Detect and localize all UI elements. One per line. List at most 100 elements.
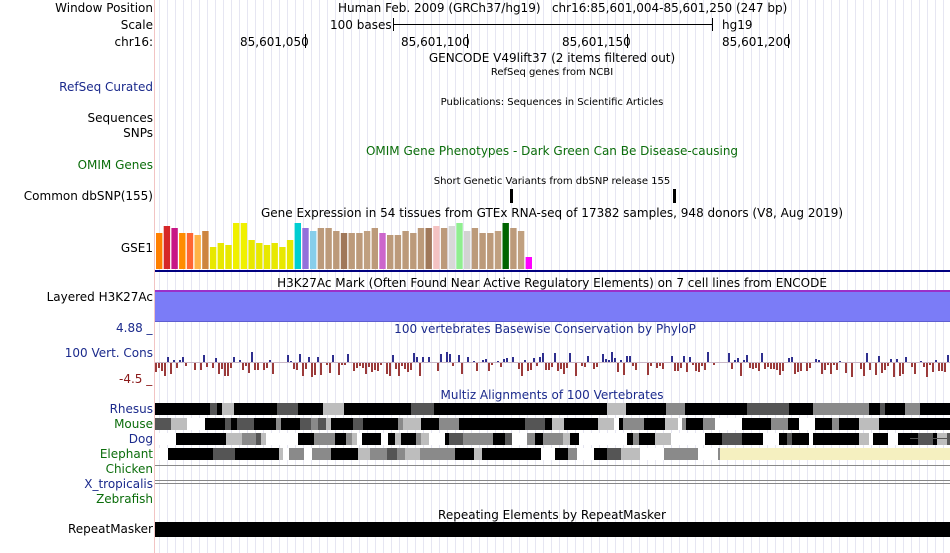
refseq-track-title[interactable]: RefSeq genes from NCBI	[490, 67, 614, 78]
refseq-track-label[interactable]: RefSeq Curated	[59, 80, 153, 94]
multiz-alignment-block	[171, 418, 187, 430]
omim-track-label[interactable]: OMIM Genes	[77, 158, 153, 172]
phylop-positive-score	[761, 353, 763, 362]
snps-track-label[interactable]: SNPs	[123, 126, 153, 140]
gridline	[463, 0, 464, 553]
phylop-positive-score	[182, 357, 184, 362]
phylop-negative-score	[659, 363, 661, 366]
multiz-alignment-block	[176, 433, 183, 445]
gridline	[927, 0, 928, 553]
phylop-track-label[interactable]: 100 Vert. Cons	[64, 346, 153, 360]
multiz-species-dog[interactable]: Dog	[128, 432, 153, 446]
phylop-negative-score	[902, 363, 904, 374]
phylop-negative-score	[884, 363, 886, 370]
h3k27ac-track-label[interactable]: Layered H3K27Ac	[46, 290, 153, 304]
phylop-negative-score	[362, 363, 364, 368]
gencode-track-title[interactable]: GENCODE V49lift37 (2 items filtered out)	[428, 51, 676, 65]
phylop-negative-score	[755, 363, 757, 368]
sequences-track-label[interactable]: Sequences	[87, 111, 153, 125]
h3k27ac-signal[interactable]	[155, 290, 950, 322]
phylop-negative-score	[563, 363, 565, 374]
gtex-tissue-bar	[194, 235, 201, 269]
multiz-alignment-block	[784, 418, 788, 430]
phylop-positive-score	[269, 360, 271, 362]
gtex-track-label[interactable]: GSE1	[120, 241, 153, 255]
phylop-ymax: 4.88 _	[116, 321, 153, 335]
multiz-alignment-block	[155, 403, 180, 415]
phylop-zero-line	[155, 362, 950, 363]
gridline	[911, 0, 912, 553]
phylop-positive-score	[815, 359, 817, 362]
dbsnp-track-label[interactable]: Common dbSNP(155)	[23, 189, 153, 203]
snp-mark[interactable]	[673, 189, 676, 203]
gtex-tissue-bar	[179, 233, 186, 269]
multiz-alignment-block	[314, 433, 335, 445]
multiz-alignment-block	[357, 433, 362, 445]
gridline	[831, 0, 832, 553]
gridline	[191, 0, 192, 553]
gtex-bar-chart[interactable]	[155, 221, 535, 271]
multiz-alignment-block	[682, 418, 686, 430]
scale-bar-right-tick	[712, 18, 713, 31]
phylop-positive-score	[689, 357, 691, 362]
gridline	[879, 0, 880, 553]
multiz-species-rhesus[interactable]: Rhesus	[109, 402, 153, 416]
multiz-alignment-block	[678, 418, 682, 430]
phylop-negative-score	[770, 363, 772, 369]
phylop-positive-score	[947, 355, 949, 362]
gridline	[823, 0, 824, 553]
multiz-alignment-block	[429, 433, 445, 445]
multiz-alignment-block	[331, 418, 345, 430]
gridline	[239, 0, 240, 553]
gridline	[471, 0, 472, 553]
multiz-species-mouse[interactable]: Mouse	[114, 417, 153, 431]
gtex-tissue-bar	[464, 231, 471, 269]
gtex-tissue-bar	[348, 233, 355, 269]
gtex-track-title[interactable]: Gene Expression in 54 tissues from GTEx …	[260, 206, 844, 220]
phylop-negative-score	[548, 363, 550, 370]
phylop-positive-score	[626, 356, 628, 362]
phylop-negative-score	[899, 363, 901, 376]
phylop-negative-score	[698, 363, 700, 372]
repeatmasker-track-label[interactable]: RepeatMasker	[67, 522, 153, 536]
phylop-negative-score	[938, 363, 940, 371]
snp-mark[interactable]	[510, 189, 513, 203]
multiz-track-title[interactable]: Multiz Alignments of 100 Vertebrates	[440, 388, 664, 402]
gridline	[647, 0, 648, 553]
phylop-negative-score	[398, 363, 400, 376]
multiz-species-zebrafish[interactable]: Zebrafish	[96, 492, 153, 506]
gridline	[759, 0, 760, 553]
multiz-alignment-block	[335, 433, 346, 445]
repeatmasker-track-title[interactable]: Repeating Elements by RepeatMasker	[438, 508, 666, 522]
multiz-species-xtropicalis[interactable]: X_tropicalis	[84, 477, 153, 491]
left-margin-line	[154, 0, 155, 553]
multiz-species-elephant[interactable]: Elephant	[99, 447, 153, 461]
gridline	[327, 0, 328, 553]
omim-track-title[interactable]: OMIM Gene Phenotypes - Dark Green Can Be…	[365, 144, 739, 158]
multiz-alignment-block	[771, 418, 784, 430]
phylop-negative-score	[893, 363, 895, 377]
phylop-positive-score	[611, 352, 613, 362]
multiz-alignment-block	[649, 448, 660, 460]
multiz-alignment-block	[201, 448, 213, 460]
multiz-alignment-blocks[interactable]	[155, 402, 950, 492]
phylop-signal[interactable]	[155, 340, 950, 386]
gridline	[551, 0, 552, 553]
phylop-negative-score	[200, 363, 202, 370]
phylop-track-title[interactable]: 100 vertebrates Basewise Conservation by…	[394, 322, 696, 336]
gridline	[495, 0, 496, 553]
dbsnp-track-title[interactable]: Short Genetic Variants from dbSNP releas…	[433, 176, 671, 187]
h3k27ac-track-title[interactable]: H3K27Ac Mark (Often Found Near Active Re…	[277, 276, 827, 290]
multiz-alignment-block	[218, 433, 226, 445]
multiz-alignment-block	[660, 448, 664, 460]
phylop-positive-score	[428, 357, 430, 362]
multiz-alignment-block	[455, 448, 474, 460]
phylop-positive-score	[203, 355, 205, 362]
multiz-species-chicken[interactable]: Chicken	[105, 462, 153, 476]
phylop-positive-score	[233, 357, 235, 362]
multiz-alignment-block	[532, 448, 541, 460]
publications-track-title[interactable]: Publications: Sequences in Scientific Ar…	[440, 97, 664, 108]
repeatmasker-element[interactable]	[155, 522, 950, 537]
phylop-negative-score	[368, 363, 370, 367]
